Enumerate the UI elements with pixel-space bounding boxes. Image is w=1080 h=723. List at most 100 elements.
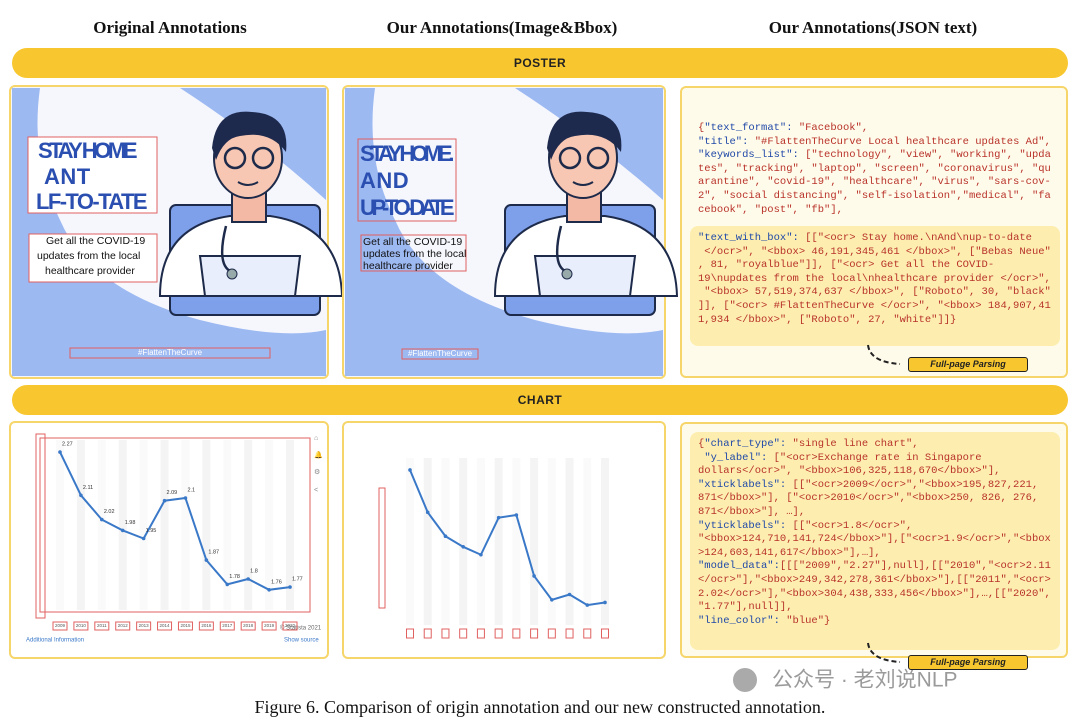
label-box xyxy=(423,628,432,639)
parsing-label: Full-page Parsing xyxy=(908,655,1028,670)
label-box xyxy=(494,628,503,639)
watermark-icon xyxy=(733,668,757,692)
json-line: , 81, "royalblue"]], ["<ocr> Get all the… xyxy=(698,259,1051,273)
point xyxy=(162,498,167,503)
section-bar: POSTER xyxy=(12,48,1068,78)
label-box xyxy=(406,628,414,639)
plot-band xyxy=(202,440,211,610)
point xyxy=(514,513,519,517)
headline: STAY HOME xyxy=(38,138,138,163)
plot-band xyxy=(265,440,274,610)
x-tick-label: 2012 xyxy=(118,623,129,628)
json-block: "text_with_box": [["<ocr> Stay home.\nAn… xyxy=(698,232,1051,327)
label-box xyxy=(177,621,193,631)
plot-band xyxy=(97,440,106,610)
label-box xyxy=(261,621,277,631)
json-token: "xticklabels": xyxy=(698,478,787,491)
poster-original xyxy=(9,85,344,379)
label-box xyxy=(115,621,131,631)
value-label: 1.77 xyxy=(292,577,303,583)
section-bar: CHART xyxy=(12,385,1068,415)
plot-band xyxy=(547,458,556,625)
source: © Statista 2021 xyxy=(280,625,322,632)
json-line: {"chart_type": "single line chart", xyxy=(698,438,1051,452)
x-tick-label: 2010 xyxy=(76,623,87,628)
point xyxy=(183,496,188,500)
json-token: "keywords_list": xyxy=(698,149,799,162)
line xyxy=(409,469,606,607)
body-text: updates from the local xyxy=(37,250,140,262)
label-box xyxy=(219,621,235,631)
point xyxy=(225,582,230,587)
json-token: "text_with_box": xyxy=(698,232,799,244)
headline: ANT xyxy=(44,164,91,189)
point xyxy=(141,536,146,541)
point xyxy=(204,558,209,562)
plot-band xyxy=(601,458,609,625)
point xyxy=(550,598,554,602)
json-token: "yticklabels": xyxy=(698,519,787,532)
json-line: 2.02</ocr>"],"<bbox>304,438,333,456</bbo… xyxy=(698,588,1051,602)
point xyxy=(479,552,483,557)
json-line: "title": "#FlattenTheCurve Local healthc… xyxy=(698,136,1051,150)
json-line: "<bbox> 57,519,374,637 </bbox>", ["Robot… xyxy=(698,286,1051,300)
icon: ⌂ xyxy=(314,435,318,442)
label-box xyxy=(240,621,256,631)
x-tick-label: 2016 xyxy=(201,623,212,628)
hashtag: #FlattenTheCurve xyxy=(138,348,203,357)
json-panel: {"text_format": "Facebook", "title": "#Fl… xyxy=(680,86,1068,378)
point xyxy=(288,585,292,589)
json-token: "title": xyxy=(698,135,749,148)
value-label: 1.98 xyxy=(125,520,136,526)
label-box xyxy=(476,628,485,639)
link[interactable]: Show source xyxy=(284,638,319,644)
json-token: ["technology", "view", "working", "upda xyxy=(798,149,1051,162)
json-token: 871</bbox>"], …], xyxy=(698,505,806,518)
json-token: "chart_type": xyxy=(704,438,787,450)
x-tick-label: 2011 xyxy=(97,623,107,628)
json-line: "keywords_list": ["technology", "view", … xyxy=(698,149,1051,163)
json-token: "1.77"],null]], xyxy=(698,601,793,614)
label-box xyxy=(583,628,592,639)
label-box xyxy=(136,621,152,631)
json-block: {"text_format": "Facebook", "title": "#Fl… xyxy=(698,122,1051,217)
label-box xyxy=(547,628,556,639)
body-text: Get all the COVID-19 xyxy=(46,235,145,247)
value-label: 2.02 xyxy=(104,509,115,515)
label-box xyxy=(601,628,609,639)
plot-band xyxy=(441,458,450,625)
json-token: "model_data": xyxy=(698,560,780,573)
plot-band xyxy=(423,458,432,625)
json-token: cebook", "post", "fb"], xyxy=(698,203,843,216)
point xyxy=(408,468,412,472)
json-line: "model_data":[[["2009","2.27"],null],[["… xyxy=(698,560,1051,574)
json-token: "blue"} xyxy=(779,614,831,627)
json-line: 19\nupdates from the local\nhealthcare p… xyxy=(698,273,1051,287)
plot-band xyxy=(139,440,148,610)
point xyxy=(585,603,590,607)
point xyxy=(532,574,536,578)
body-text: healthcare provider xyxy=(363,260,453,272)
json-line: {"text_format": "Facebook", xyxy=(698,122,1051,136)
json-token: "text_format": xyxy=(704,122,793,134)
icon: < xyxy=(314,487,318,494)
json-token: "#FlattenTheCurve Local healthcare updat… xyxy=(748,135,1051,148)
json-token: >124,603,141,617</bbox>"],…], xyxy=(698,546,881,559)
value-label: 1.95 xyxy=(146,528,157,534)
link[interactable]: Additional Information xyxy=(26,638,84,644)
json-token: tes", "tracking", "laptop", "screen", "c… xyxy=(698,162,1051,175)
label-box xyxy=(530,628,539,639)
plot-band xyxy=(406,458,414,625)
arrow xyxy=(867,642,901,663)
json-line: "<bbox>124,710,141,724</bbox>"],["<ocr>1… xyxy=(698,533,1051,547)
value-label: 2.27 xyxy=(62,442,73,448)
json-token: "<bbox>124,710,141,724</bbox>"],["<ocr>1… xyxy=(698,533,1051,546)
value-label: 2.1 xyxy=(187,487,195,493)
poster-ours xyxy=(342,85,679,379)
plot-band xyxy=(160,440,169,610)
x-tick-label: 2020 xyxy=(285,623,296,628)
json-token: 2", "social distancing", "self-isolation… xyxy=(698,189,1051,202)
point xyxy=(120,528,125,533)
json-panel: {"chart_type": "single line chart", "y_l… xyxy=(680,422,1068,658)
json-box: "text_with_box": [["<ocr> Stay home.\nAn… xyxy=(690,226,1060,346)
